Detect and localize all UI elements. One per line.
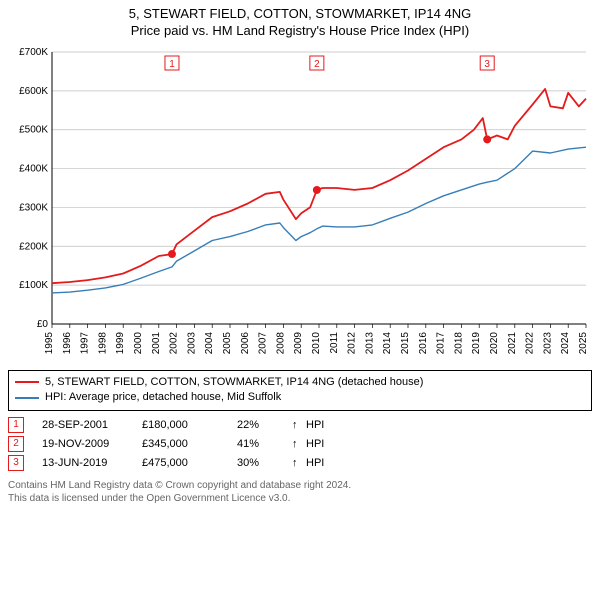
x-tick-label: 2004	[204, 331, 215, 354]
up-arrow-icon: ↑	[292, 419, 306, 431]
y-tick-label: £700K	[19, 47, 48, 58]
event-pct: 22%	[237, 419, 292, 431]
event-compare: HPI	[306, 457, 324, 469]
event-date: 28-SEP-2001	[42, 419, 142, 431]
y-tick-label: £600K	[19, 86, 48, 97]
event-row: 3 13-JUN-2019£475,00030%↑HPI	[8, 455, 592, 471]
x-tick-label: 1997	[80, 331, 91, 354]
event-pct: 30%	[237, 457, 292, 469]
footnote: Contains HM Land Registry data © Crown c…	[8, 479, 592, 505]
event-date: 13-JUN-2019	[42, 457, 142, 469]
chart-title: 5, STEWART FIELD, COTTON, STOWMARKET, IP…	[8, 6, 592, 40]
event-compare: HPI	[306, 438, 324, 450]
x-tick-label: 2007	[258, 331, 269, 354]
x-tick-label: 2008	[275, 331, 286, 354]
y-tick-label: £200K	[19, 241, 48, 252]
price-chart: £0 £100K £200K £300K £400K £500K £600K £700K 199…	[8, 44, 592, 364]
event-date: 19-NOV-2009	[42, 438, 142, 450]
title-line2: Price paid vs. HM Land Registry's House …	[8, 23, 592, 40]
event-price: £345,000	[142, 438, 237, 450]
legend-swatch	[15, 381, 39, 383]
sale-dot	[168, 250, 176, 258]
x-tick-label: 2018	[453, 331, 464, 354]
x-tick-label: 2022	[525, 331, 536, 354]
x-tick-label: 2001	[151, 331, 162, 354]
y-tick-label: £500K	[19, 124, 48, 135]
y-tick-label: £0	[37, 319, 49, 330]
legend: 5, STEWART FIELD, COTTON, STOWMARKET, IP…	[8, 370, 592, 411]
x-tick-label: 2012	[347, 331, 358, 354]
event-row: 1 28-SEP-2001£180,00022%↑HPI	[8, 417, 592, 433]
x-tick-label: 2006	[240, 331, 251, 354]
x-tick-label: 1996	[62, 331, 73, 354]
x-tick-label: 2019	[471, 331, 482, 354]
chart-svg: £0 £100K £200K £300K £400K £500K £600K £700K 199…	[8, 44, 592, 364]
x-tick-label: 2013	[364, 331, 375, 354]
event-price: £180,000	[142, 419, 237, 431]
x-tick-label: 2023	[542, 331, 553, 354]
title-line1: 5, STEWART FIELD, COTTON, STOWMARKET, IP…	[129, 6, 471, 21]
legend-swatch	[15, 397, 39, 399]
up-arrow-icon: ↑	[292, 457, 306, 469]
x-tick-label: 2016	[418, 331, 429, 354]
sale-dot	[483, 135, 491, 143]
event-marker-small: 1	[8, 417, 24, 433]
event-marker-label: 2	[314, 59, 320, 70]
x-tick-label: 2003	[186, 331, 197, 354]
footnote-line2: This data is licensed under the Open Gov…	[8, 493, 290, 504]
x-tick-label: 1999	[115, 331, 126, 354]
event-pct: 41%	[237, 438, 292, 450]
x-tick-label: 2002	[169, 331, 180, 354]
legend-row: 5, STEWART FIELD, COTTON, STOWMARKET, IP…	[15, 375, 585, 390]
up-arrow-icon: ↑	[292, 438, 306, 450]
event-marker-small: 3	[8, 455, 24, 471]
sale-dot	[313, 186, 321, 194]
x-tick-label: 2009	[293, 331, 304, 354]
x-tick-label: 2014	[382, 331, 393, 354]
event-compare: HPI	[306, 419, 324, 431]
y-tick-label: £300K	[19, 202, 48, 213]
x-tick-label: 2000	[133, 331, 144, 354]
x-tick-label: 2011	[329, 331, 340, 353]
x-tick-label: 2017	[436, 331, 447, 354]
x-tick-label: 2024	[560, 331, 571, 354]
x-tick-label: 2010	[311, 331, 322, 354]
y-tick-label: £100K	[19, 280, 48, 291]
event-price: £475,000	[142, 457, 237, 469]
event-marker-label: 1	[169, 59, 175, 70]
x-tick-label: 2025	[578, 331, 589, 354]
legend-label: 5, STEWART FIELD, COTTON, STOWMARKET, IP…	[45, 375, 423, 390]
x-tick-label: 1998	[97, 331, 108, 354]
legend-label: HPI: Average price, detached house, Mid …	[45, 390, 281, 405]
x-tick-label: 2020	[489, 331, 500, 354]
footnote-line1: Contains HM Land Registry data © Crown c…	[8, 480, 351, 491]
event-row: 2 19-NOV-2009£345,00041%↑HPI	[8, 436, 592, 452]
legend-row: HPI: Average price, detached house, Mid …	[15, 390, 585, 405]
y-tick-label: £400K	[19, 163, 48, 174]
x-tick-label: 2005	[222, 331, 233, 354]
x-tick-label: 1995	[44, 331, 55, 354]
x-tick-label: 2021	[507, 331, 518, 354]
sale-events: 128-SEP-2001£180,00022%↑HPI219-NOV-2009£…	[8, 417, 592, 471]
event-marker-label: 3	[484, 59, 490, 70]
event-marker-small: 2	[8, 436, 24, 452]
x-tick-label: 2015	[400, 331, 411, 354]
